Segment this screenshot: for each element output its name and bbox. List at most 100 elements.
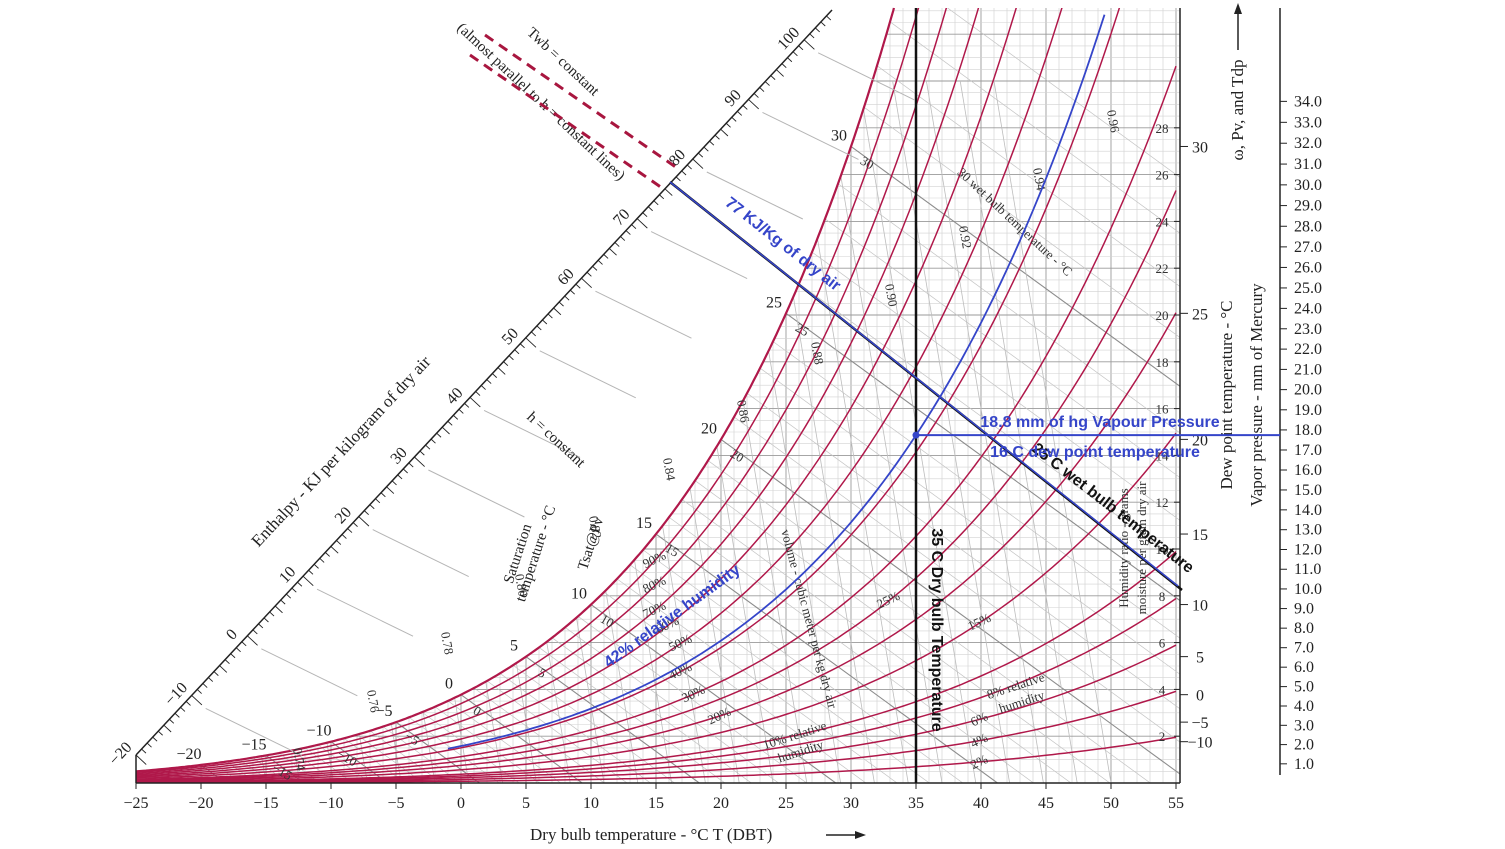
enthalpy-tick bbox=[430, 438, 436, 444]
enthalpy-tick bbox=[235, 647, 241, 653]
enthalpy-tick bbox=[569, 289, 575, 295]
vapor-pressure-tick-label: 32.0 bbox=[1294, 135, 1322, 152]
vapor-pressure-tick-label: 14.0 bbox=[1294, 502, 1322, 519]
specific-volume-label: 0.92 bbox=[956, 225, 975, 250]
x-tick-label: 50 bbox=[1103, 795, 1119, 812]
enthalpy-tick bbox=[441, 426, 450, 435]
saturation-label: −5 bbox=[375, 703, 392, 720]
saturation-label: 0 bbox=[445, 676, 453, 693]
wet-bulb-line bbox=[629, 564, 1180, 783]
enthalpy-guide bbox=[261, 648, 358, 697]
enthalpy-tick bbox=[686, 164, 692, 170]
wet-bulb-line bbox=[772, 341, 1180, 783]
enthalpy-tick bbox=[458, 408, 464, 414]
enthalpy-tick bbox=[352, 522, 358, 527]
enthalpy-tick bbox=[642, 212, 648, 218]
wet-bulb-line-label: 25 bbox=[793, 320, 812, 339]
humidity-tick-label: 4 bbox=[1159, 682, 1166, 697]
wet-bulb-line bbox=[616, 578, 1180, 783]
enthalpy-tick bbox=[347, 528, 353, 533]
vapor-pressure-tick-label: 10.0 bbox=[1294, 581, 1322, 598]
enthalpy-tick bbox=[152, 736, 158, 742]
enthalpy-tick bbox=[319, 557, 325, 563]
humidity-tick-label: 20 bbox=[1156, 308, 1169, 323]
saturation-label: 15 bbox=[636, 515, 652, 532]
enthalpy-tick bbox=[258, 623, 264, 629]
enthalpy-tick bbox=[703, 146, 709, 152]
enthalpy-tick bbox=[380, 492, 386, 498]
vapor-pressure-tick-label: 17.0 bbox=[1294, 442, 1322, 459]
enthalpy-guide bbox=[650, 231, 748, 280]
rh-curve-70 bbox=[136, 8, 995, 776]
enthalpy-tick bbox=[647, 206, 653, 212]
wet-bulb-line bbox=[837, 183, 1180, 706]
enthalpy-tick bbox=[820, 21, 826, 27]
saturation-label: −10 bbox=[306, 723, 331, 740]
humidity-tick-label: 28 bbox=[1156, 121, 1169, 136]
wet-bulb-line bbox=[785, 312, 1180, 783]
x-axis-title: Dry bulb temperature - °C T (DBT) bbox=[530, 825, 772, 844]
vapor-pressure-tick-label: 34.0 bbox=[1294, 93, 1322, 110]
rh-curve-50 bbox=[136, 8, 1080, 778]
humidity-axis-title-2: moisture per gram dry air bbox=[1134, 481, 1149, 615]
wet-bulb-line bbox=[499, 673, 1180, 783]
h-const-note: h = constant bbox=[523, 409, 588, 471]
vapor-pressure-tick-label: 12.0 bbox=[1294, 542, 1322, 559]
specific-volume-label: 0.94 bbox=[1030, 167, 1049, 193]
rh-curve-30 bbox=[136, 65, 1177, 781]
humidity-tick-label: 12 bbox=[1156, 495, 1169, 510]
enthalpy-tick-label: 100 bbox=[774, 24, 803, 53]
enthalpy-tick bbox=[636, 218, 648, 229]
enthalpy-guide bbox=[205, 707, 302, 756]
vapor-pressure-tick-label: 30.0 bbox=[1294, 177, 1322, 194]
twb-dashed-line-2 bbox=[469, 53, 666, 192]
enthalpy-tick bbox=[336, 540, 342, 545]
saturation-label: −15 bbox=[241, 736, 266, 753]
dew-point-tick-label: 15 bbox=[1192, 527, 1208, 544]
wet-bulb-line bbox=[551, 637, 1180, 783]
vapor-pressure-tick-label: 25.0 bbox=[1294, 280, 1322, 297]
right-axis-title: ω, Pv, and Tdp bbox=[1228, 60, 1247, 161]
rh-curve-15 bbox=[136, 432, 1177, 783]
enthalpy-tick bbox=[720, 128, 729, 137]
specific-volume-label: 0.76 bbox=[364, 689, 383, 715]
specific-volume-label: 0.80 bbox=[512, 573, 531, 598]
vapor-pressure-tick-label: 15.0 bbox=[1294, 482, 1322, 499]
enthalpy-tick bbox=[436, 432, 442, 438]
enthalpy-tick bbox=[614, 242, 620, 247]
vapor-pressure-tick-label: 18.0 bbox=[1294, 422, 1322, 439]
vapor-pressure-tick-label: 13.0 bbox=[1294, 522, 1322, 539]
enthalpy-tick bbox=[770, 75, 776, 80]
humidity-tick-label: 6 bbox=[1159, 636, 1166, 651]
specific-volume-label: 0.84 bbox=[660, 457, 679, 483]
enthalpy-tick bbox=[180, 706, 186, 712]
enthalpy-tick bbox=[631, 224, 637, 229]
enthalpy-tick bbox=[809, 33, 815, 39]
specific-volume-label: 0.88 bbox=[808, 341, 827, 366]
x-tick-label: 45 bbox=[1038, 795, 1054, 812]
enthalpy-tick bbox=[146, 742, 152, 748]
enthalpy-tick bbox=[291, 587, 297, 593]
enthalpy-tick bbox=[620, 236, 626, 241]
rh-label: 15% bbox=[965, 610, 993, 634]
rh-label: 25% bbox=[874, 588, 902, 612]
enthalpy-tick bbox=[826, 15, 832, 21]
vapor-pressure-tick-label: 33.0 bbox=[1294, 114, 1322, 131]
dry-bulb-annotation-label: 35 C Dry bulb Temperature bbox=[928, 528, 945, 731]
enthalpy-tick bbox=[135, 754, 147, 765]
x-tick-label: −20 bbox=[188, 795, 213, 812]
enthalpy-tick bbox=[597, 259, 603, 265]
rh-label: 4% bbox=[968, 730, 990, 751]
rh-curve-60 bbox=[136, 8, 1034, 777]
enthalpy-tick bbox=[776, 69, 784, 77]
humidity-tick-label: 16 bbox=[1156, 402, 1170, 417]
enthalpy-tick bbox=[408, 462, 414, 468]
x-tick-label: −5 bbox=[387, 795, 404, 812]
vapor-pressure-tick-label: 22.0 bbox=[1294, 341, 1322, 358]
enthalpy-tick bbox=[497, 367, 506, 375]
enthalpy-tick bbox=[608, 248, 617, 256]
wet-bulb-line bbox=[473, 687, 1180, 783]
rh-label: 6% bbox=[968, 708, 990, 729]
wet-bulb-line bbox=[577, 616, 1180, 783]
dew-point-tick-label: 25 bbox=[1192, 306, 1208, 323]
